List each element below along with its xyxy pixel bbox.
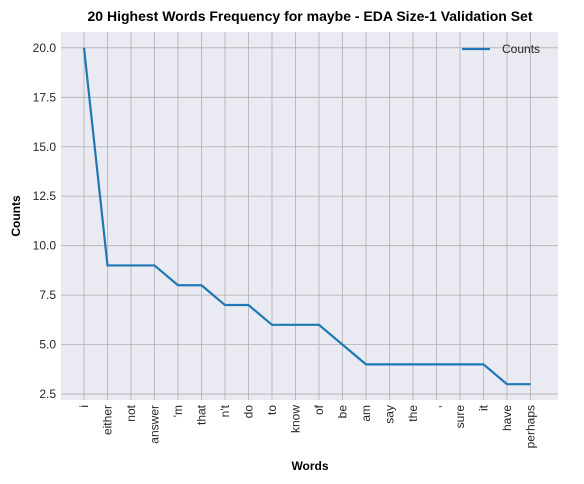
x-tick-label: know	[289, 405, 303, 433]
x-tick-label: say	[383, 405, 397, 424]
x-tick-label: be	[336, 405, 350, 419]
x-tick-label: am	[359, 405, 373, 422]
y-tick-label: 20.0	[33, 41, 57, 55]
y-tick-label: 10.0	[33, 239, 57, 253]
x-tick-label: ,	[430, 405, 444, 408]
x-tick-label: of	[312, 404, 326, 415]
x-tick-label: to	[265, 405, 279, 415]
x-tick-label: have	[500, 405, 514, 431]
chart-title: 20 Highest Words Frequency for maybe - E…	[88, 8, 533, 24]
x-tick-label: not	[124, 404, 138, 421]
y-tick-label: 15.0	[33, 140, 57, 154]
y-tick-label: 17.5	[33, 90, 57, 104]
x-tick-label: the	[406, 405, 420, 422]
x-tick-label: either	[101, 405, 115, 435]
x-tick-label: that	[195, 404, 209, 425]
y-tick-labels: 2.5 5.0 7.5 10.0 12.5 15.0 17.5 20.0	[33, 41, 57, 401]
x-tick-label: do	[242, 405, 256, 419]
x-tick-labels: i either not answer'm that n't do to know of be am s…	[77, 404, 538, 448]
y-axis-label: Counts	[9, 195, 23, 237]
y-tick-label: 7.5	[39, 288, 56, 302]
y-tick-label: 12.5	[33, 189, 57, 203]
y-tick-label: 2.5	[39, 387, 56, 401]
y-tick-label: 5.0	[39, 338, 56, 352]
x-tick-label: it	[477, 404, 491, 411]
x-tick-label: 'm	[171, 405, 185, 417]
x-tick-label: n't	[218, 404, 232, 417]
x-tick-label: i	[77, 405, 91, 408]
x-axis-label: Words	[291, 459, 328, 473]
x-tick-label: perhaps	[524, 405, 538, 448]
x-tick-label: sure	[453, 405, 467, 429]
legend-label: Counts	[502, 42, 540, 56]
x-tick-label: answer	[148, 405, 162, 444]
